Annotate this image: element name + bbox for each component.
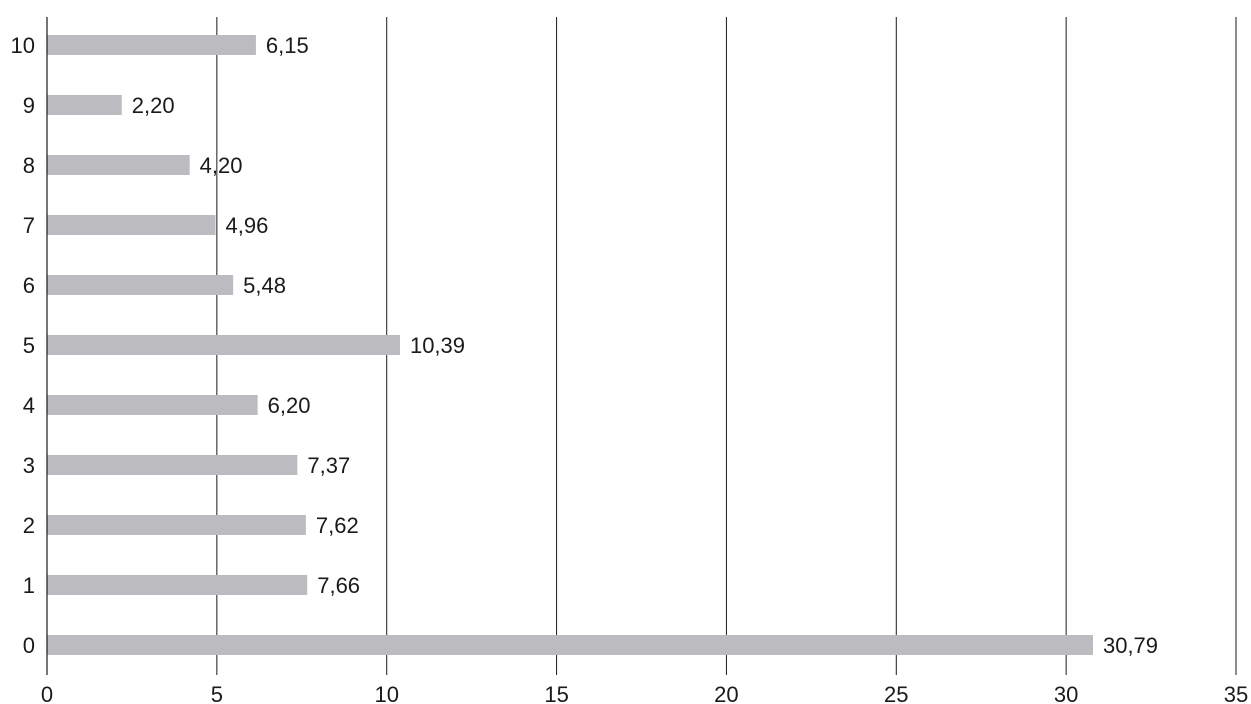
y-category-label: 7 bbox=[23, 213, 35, 238]
y-category-label: 0 bbox=[23, 633, 35, 658]
bar-value-label: 7,66 bbox=[317, 573, 360, 598]
bar-10 bbox=[47, 35, 256, 55]
bar-value-label: 10,39 bbox=[410, 333, 465, 358]
bar-4 bbox=[47, 395, 258, 415]
bar-6 bbox=[47, 275, 234, 295]
y-category-label: 3 bbox=[23, 453, 35, 478]
y-category-label: 8 bbox=[23, 153, 35, 178]
bar-value-label: 7,62 bbox=[316, 513, 359, 538]
x-tick-label: 15 bbox=[544, 682, 568, 704]
x-tick-label: 0 bbox=[41, 682, 53, 704]
y-category-label: 1 bbox=[23, 573, 35, 598]
y-category-label: 6 bbox=[23, 273, 35, 298]
grid-lines bbox=[216, 17, 1237, 675]
x-tick-label: 30 bbox=[1054, 682, 1078, 704]
bar-5 bbox=[47, 335, 400, 355]
bar-value-label: 5,48 bbox=[243, 273, 286, 298]
bar-value-label: 4,20 bbox=[200, 153, 243, 178]
y-category-label: 5 bbox=[23, 333, 35, 358]
bar-value-label: 2,20 bbox=[132, 93, 175, 118]
bar-0 bbox=[47, 635, 1093, 655]
labels: 0 5 10 15 20 25 30 35 0 30,79 1 7,66 2 7,62 3 7,37 4 6,20… bbox=[11, 33, 1249, 704]
bar-value-label: 30,79 bbox=[1103, 633, 1158, 658]
bar-7 bbox=[47, 215, 216, 235]
bars bbox=[47, 35, 1093, 655]
bar-value-label: 6,15 bbox=[266, 33, 309, 58]
x-tick-label: 10 bbox=[374, 682, 398, 704]
x-tick-label: 25 bbox=[884, 682, 908, 704]
bar-8 bbox=[47, 155, 190, 175]
bar-2 bbox=[47, 515, 306, 535]
bar-value-label: 4,96 bbox=[225, 213, 268, 238]
y-category-label: 9 bbox=[23, 93, 35, 118]
bar-value-label: 6,20 bbox=[268, 393, 311, 418]
y-category-label: 2 bbox=[23, 513, 35, 538]
bar-3 bbox=[47, 455, 298, 475]
bar-1 bbox=[47, 575, 308, 595]
y-category-label: 10 bbox=[11, 33, 35, 58]
x-tick-label: 5 bbox=[211, 682, 223, 704]
x-tick-label: 20 bbox=[714, 682, 738, 704]
bar-9 bbox=[47, 95, 122, 115]
bar-value-label: 7,37 bbox=[307, 453, 350, 478]
y-category-label: 4 bbox=[23, 393, 35, 418]
x-tick-label: 35 bbox=[1224, 682, 1248, 704]
